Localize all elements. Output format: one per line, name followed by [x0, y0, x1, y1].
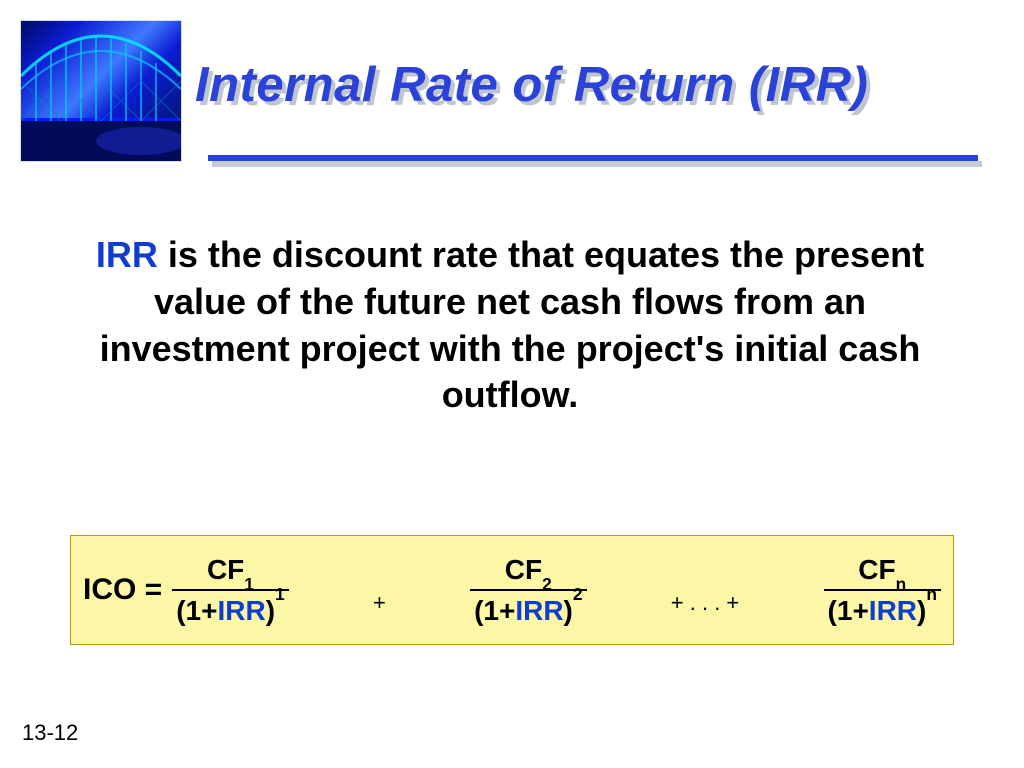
bridge-svg [21, 21, 181, 161]
fraction-denominator: (1+IRR)n [824, 593, 941, 628]
formula-lhs: ICO = [83, 573, 162, 607]
definition-lead: IRR [96, 234, 158, 275]
formula-terms: CF1 (1+IRR)1 + CF2 (1+IRR)2 + . . . + CFn (1+IR… [172, 552, 941, 628]
fraction-term: CF2 (1+IRR)2 [470, 552, 586, 628]
fraction-numerator: CF2 [501, 552, 556, 587]
fraction-term: CFn (1+IRR)n [824, 552, 941, 628]
plus-sign: + [367, 590, 392, 616]
fraction-denominator: (1+IRR)1 [172, 593, 288, 628]
fraction-term: CF1 (1+IRR)1 [172, 552, 288, 628]
hero-image [20, 20, 182, 162]
fraction-numerator: CFn [854, 552, 910, 587]
fraction-numerator: CF1 [203, 552, 258, 587]
ellipsis: + . . . + [665, 590, 745, 616]
definition-rest: is the discount rate that equates the pr… [100, 234, 924, 415]
slide-title-text: Internal Rate of Return (IRR) [195, 60, 1015, 111]
fraction-denominator: (1+IRR)2 [470, 593, 586, 628]
definition-text: IRR is the discount rate that equates th… [70, 232, 950, 419]
slide-title: Internal Rate of Return (IRR) Internal R… [195, 60, 1015, 111]
page-number: 13-12 [22, 720, 78, 746]
formula-box: ICO = CF1(1+IRR)1+CF2(1+IRR)2+ . . . +CF… [70, 535, 954, 645]
title-underline [208, 155, 978, 169]
